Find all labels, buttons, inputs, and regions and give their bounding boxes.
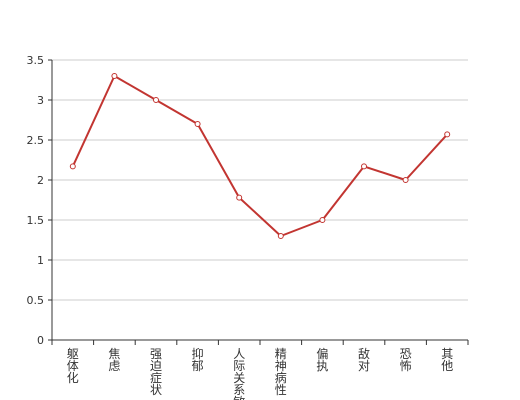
data-point: [111, 73, 118, 79]
x-tick-label: 抑郁: [192, 346, 204, 373]
x-tick-label: 其他: [441, 347, 453, 373]
data-point: [361, 163, 367, 170]
x-tick-label: 精神病性: [275, 347, 287, 397]
y-tick-label: 1.5: [27, 214, 45, 227]
data-point: [236, 194, 243, 201]
axes: [48, 59, 469, 345]
data-point: [69, 163, 76, 170]
data-point: [194, 121, 201, 127]
y-tick-label: 3.5: [27, 54, 45, 67]
x-tick-label: 躯体化: [67, 346, 79, 385]
x-tick-label: 敌对: [358, 346, 370, 373]
axis-labels: 0 0.5 1 1.5 2 2.5 3 3.5 躯体化 焦虑 强迫症状 抑郁 人际关系敏 精神病性 偏执 敌对…: [27, 54, 454, 400]
data-point: [277, 233, 284, 239]
grid-lines: [52, 59, 468, 301]
x-tick-label: 强迫症状: [150, 347, 162, 397]
y-tick-label: 0.5: [27, 294, 45, 307]
x-tick-label: 人际关系敏: [233, 347, 245, 400]
data-point: [444, 131, 451, 138]
y-tick-label: 3: [37, 94, 44, 107]
data-point: [153, 97, 159, 103]
series-line: [71, 75, 448, 237]
data-point: [402, 177, 409, 183]
y-tick-label: 2: [37, 174, 44, 187]
y-tick-label: 1: [37, 254, 44, 267]
x-tick-label: 偏执: [316, 346, 328, 373]
data-point: [319, 217, 326, 223]
series: [69, 73, 451, 239]
x-tick-label: 恐怖: [400, 347, 412, 373]
y-tick-label: 2.5: [27, 134, 45, 147]
y-tick-label: 0: [37, 334, 44, 347]
x-tick-label: 焦虑: [108, 347, 120, 373]
